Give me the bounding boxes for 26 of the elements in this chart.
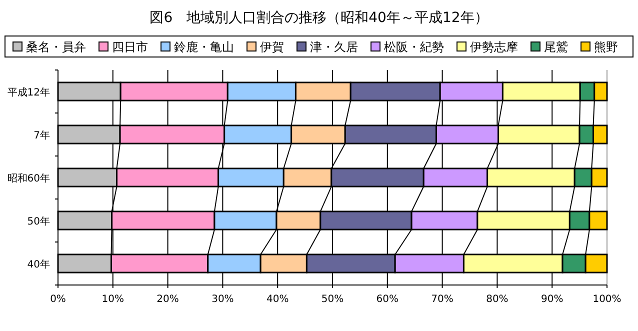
x-tick-label: 90% bbox=[540, 294, 564, 305]
x-tick-label: 40% bbox=[266, 294, 289, 305]
x-tick-label: 70% bbox=[431, 294, 454, 305]
y-tick-label: 昭和60年 bbox=[7, 172, 50, 184]
legend-label: 鈴鹿・亀山 bbox=[174, 40, 234, 54]
y-tick-label: 50年 bbox=[27, 216, 50, 228]
legend-label: 桑名・員弁 bbox=[26, 40, 86, 54]
y-tick-label: 40年 bbox=[27, 258, 50, 270]
x-tick-label: 60% bbox=[376, 294, 399, 305]
x-tick-label: 80% bbox=[486, 294, 508, 305]
legend-label: 四日市 bbox=[112, 40, 148, 54]
y-tick-label: 平成12年 bbox=[7, 86, 50, 98]
x-tick-label: 10% bbox=[102, 294, 124, 305]
x-tick-label: 0% bbox=[50, 294, 66, 305]
chart-title: 図6 地域別人口割合の推移（昭和40年～平成12年） bbox=[150, 10, 488, 26]
legend-label: 尾鷲 bbox=[544, 40, 568, 54]
legend-label: 松阪・紀勢 bbox=[384, 40, 444, 54]
x-tick-label: 20% bbox=[156, 294, 179, 305]
legend-label: 伊賀 bbox=[260, 40, 284, 54]
legend-label: 伊勢志摩 bbox=[470, 40, 518, 54]
legend-label: 津・久居 bbox=[310, 40, 358, 54]
x-tick-label: 100% bbox=[592, 294, 622, 305]
x-tick-label: 30% bbox=[212, 294, 234, 305]
y-tick-label: 7年 bbox=[34, 130, 50, 142]
legend-label: 熊野 bbox=[594, 40, 618, 54]
x-tick-label: 50% bbox=[321, 294, 344, 305]
